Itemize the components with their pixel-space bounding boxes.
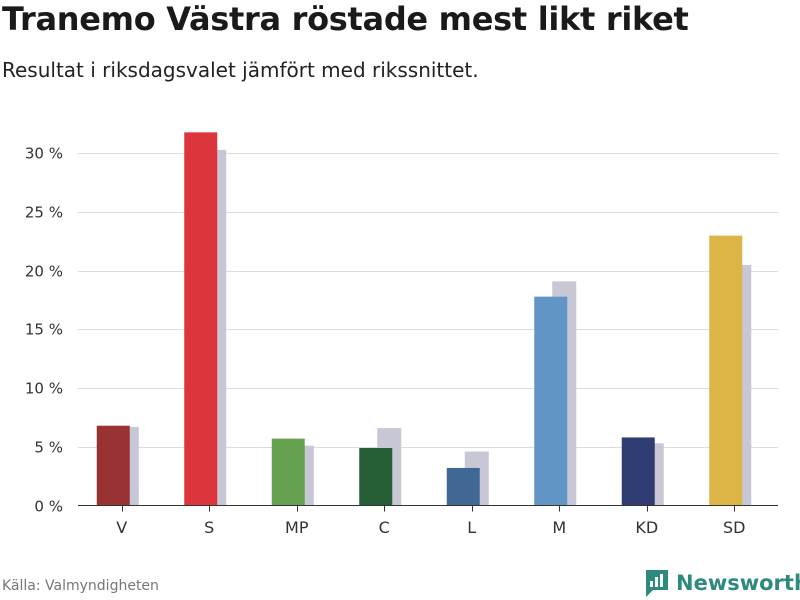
bar-local-S bbox=[184, 132, 218, 506]
x-tick-label: C bbox=[379, 518, 390, 537]
y-tick-label: 20 % bbox=[25, 263, 63, 281]
bar-local-C bbox=[359, 448, 393, 506]
y-tick-label: 5 % bbox=[34, 439, 63, 457]
grid-lines bbox=[78, 153, 778, 448]
x-tick-label: L bbox=[467, 518, 476, 537]
y-tick-label: 15 % bbox=[25, 321, 63, 339]
x-axis-labels: V S MP C L M KD SD bbox=[116, 518, 745, 537]
y-axis-labels: 0 % 5 % 10 % 15 % 20 % 25 % 30 % bbox=[25, 145, 63, 516]
source-note: Källa: Valmyndigheten bbox=[2, 578, 159, 594]
y-tick-label: 25 % bbox=[25, 204, 63, 222]
bar-local-V bbox=[96, 425, 130, 506]
y-tick-label: 30 % bbox=[25, 145, 63, 163]
brand-name: Newsworthy bbox=[676, 571, 800, 595]
bar-local-M bbox=[534, 296, 568, 506]
bars bbox=[96, 132, 752, 506]
bar-local-SD bbox=[709, 235, 743, 506]
x-ticks bbox=[122, 505, 735, 512]
y-tick-label: 10 % bbox=[25, 380, 63, 398]
chart-subtitle: Resultat i riksdagsvalet jämfört med rik… bbox=[2, 58, 479, 82]
y-tick-label: 0 % bbox=[34, 498, 63, 516]
x-tick-label: SD bbox=[723, 518, 745, 537]
x-tick-label: S bbox=[204, 518, 214, 537]
newsworthy-logo-icon bbox=[646, 570, 668, 597]
bar-local-MP bbox=[271, 438, 305, 506]
brand-logo: Newsworthy bbox=[644, 568, 800, 598]
x-tick-label: M bbox=[552, 518, 566, 537]
x-tick-label: MP bbox=[285, 518, 309, 537]
bar-local-KD bbox=[621, 437, 655, 506]
bar-local-L bbox=[446, 467, 480, 506]
x-tick-label: V bbox=[116, 518, 127, 537]
chart-title: Tranemo Västra röstade mest likt riket bbox=[2, 0, 689, 38]
x-tick-label: KD bbox=[635, 518, 658, 537]
